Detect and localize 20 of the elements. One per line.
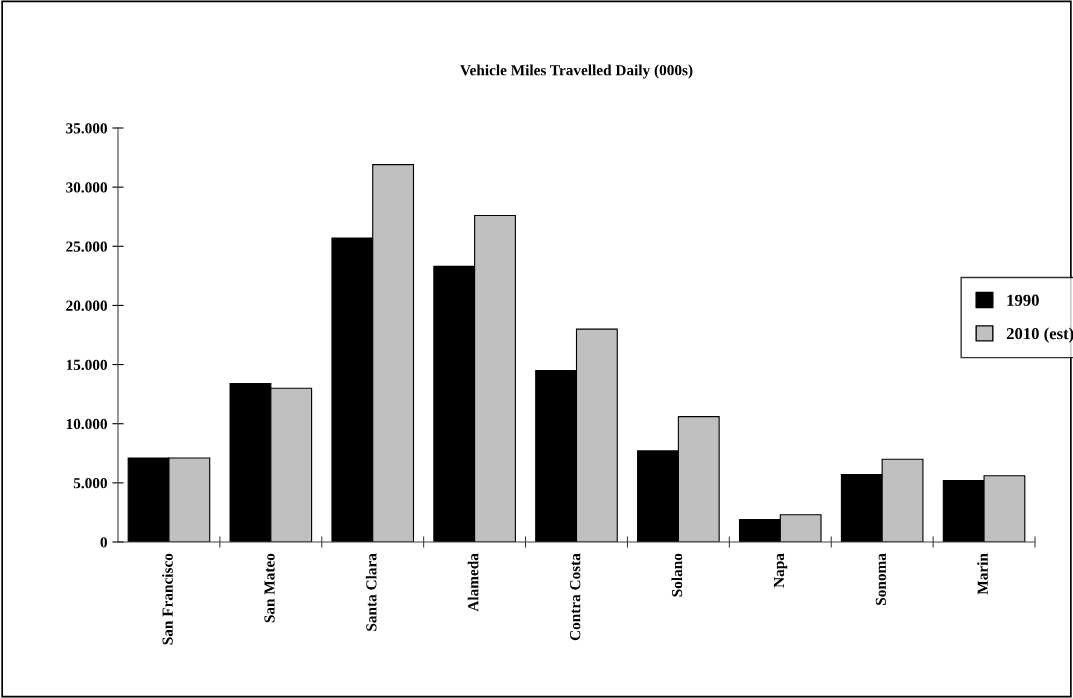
x-tick-label: San Francisco (162, 553, 173, 645)
x-tick-label: Napa (773, 553, 788, 588)
x-tick-label: Santa Clara (365, 553, 377, 631)
y-tick-label: 25.000 (66, 241, 107, 252)
y-tick-label: 10.000 (66, 418, 107, 430)
y-tick-label: 30.000 (66, 182, 107, 193)
y-tick-label: 5.000 (73, 478, 107, 489)
chart-title: Vehicle Miles Travelled Daily (000s) (460, 64, 693, 79)
y-tick-label: 15.000 (66, 359, 107, 371)
y-tick-label: 0 (100, 537, 107, 548)
x-tick-label: Contra Costa (570, 553, 581, 641)
legend-label: 1990 (1007, 294, 1039, 306)
y-tick-label: 20.000 (66, 300, 107, 311)
x-tick-label: San Mateo (264, 553, 275, 623)
x-tick-label: Alameda (467, 553, 479, 612)
x-tick-label: Solano (671, 553, 683, 597)
y-tick-label: 35.000 (66, 123, 107, 134)
legend-label: 2010 (est) (1006, 327, 1073, 343)
x-tick-label: Marin (977, 553, 988, 595)
x-tick-label: Sonoma (875, 553, 886, 605)
